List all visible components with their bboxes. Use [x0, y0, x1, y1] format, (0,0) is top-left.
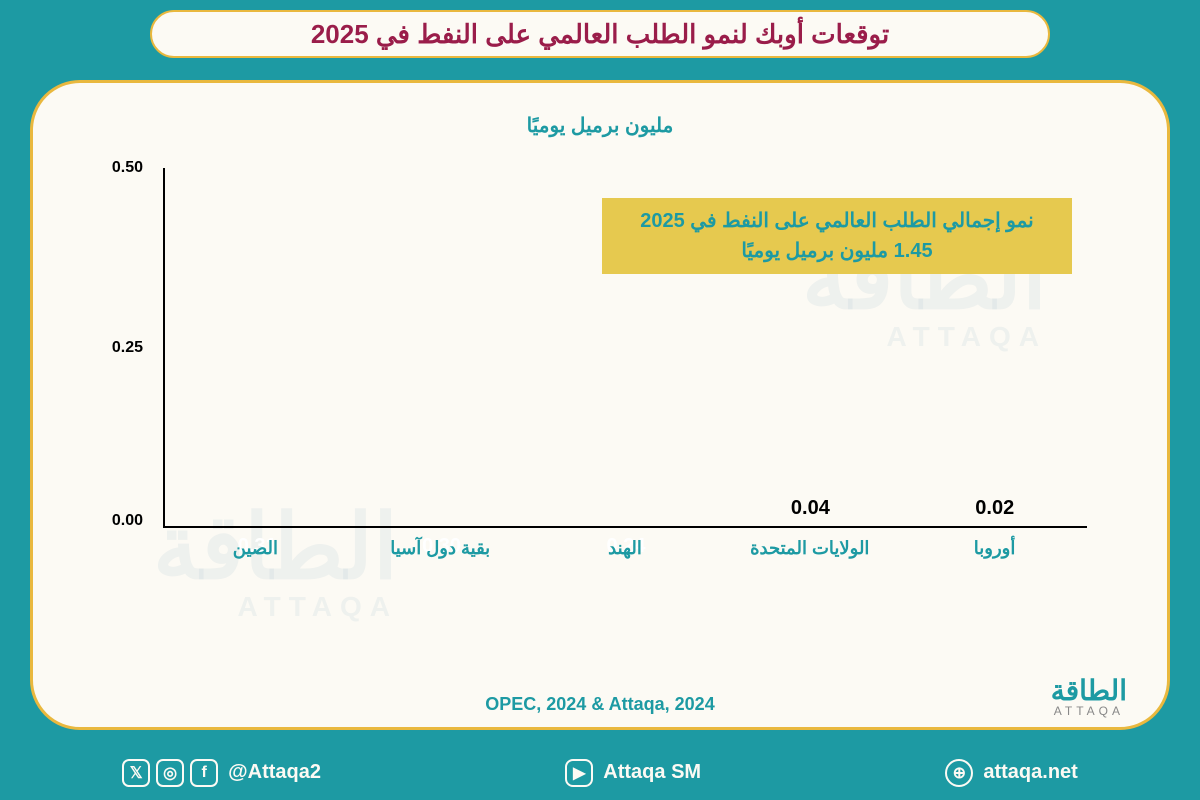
chart-subtitle: مليون برميل يوميًا — [93, 113, 1107, 138]
title-banner: توقعات أوبك لنمو الطلب العالمي على النفط… — [150, 10, 1050, 58]
x-label: الهند — [560, 538, 689, 559]
x-label: الصين — [191, 538, 320, 559]
callout-line1: نمو إجمالي الطلب العالمي على النفط في 20… — [622, 206, 1052, 236]
youtube-label: Attaqa SM — [603, 761, 701, 784]
bar-value-label: 0.04 — [791, 497, 830, 520]
footer-youtube: ▶ Attaqa SM — [565, 759, 701, 787]
x-label: الولايات المتحدة — [745, 538, 874, 559]
chart-card: الطاقة ATTAQA الطاقة ATTAQA مليون برميل … — [30, 80, 1170, 730]
total-callout: نمو إجمالي الطلب العالمي على النفط في 20… — [602, 198, 1072, 274]
facebook-icon: f — [190, 759, 218, 787]
bar-value-label: 0.02 — [975, 497, 1014, 520]
youtube-icon: ▶ — [565, 759, 593, 787]
x-label: بقية دول آسيا — [376, 538, 505, 559]
footer-bar: 𝕏 ◎ f @Attaqa2 ▶ Attaqa SM ⊕ attaqa.net — [0, 745, 1200, 800]
x-label: أوروبا — [930, 538, 1059, 559]
callout-line2: 1.45 مليون برميل يوميًا — [622, 236, 1052, 266]
y-axis: 0.00 0.25 0.50 — [93, 168, 153, 528]
social-handle: @Attaqa2 — [228, 761, 321, 784]
brand-logo: الطاقة ATTAQA — [1051, 677, 1127, 717]
footer-social: 𝕏 ◎ f @Attaqa2 — [122, 759, 321, 787]
y-tick: 0.25 — [112, 339, 143, 357]
x-axis-labels: الصين بقية دول آسيا الهند الولايات المتحدة أ… — [163, 528, 1087, 568]
x-icon: 𝕏 — [122, 759, 150, 787]
globe-icon: ⊕ — [945, 759, 973, 787]
page-title: توقعات أوبك لنمو الطلب العالمي على النفط… — [311, 19, 889, 50]
website-label: attaqa.net — [983, 761, 1077, 784]
footer-website: ⊕ attaqa.net — [945, 759, 1077, 787]
y-tick: 0.50 — [112, 159, 143, 177]
source-attribution: OPEC, 2024 & Attaqa, 2024 — [33, 694, 1167, 715]
y-tick: 0.00 — [112, 512, 143, 530]
instagram-icon: ◎ — [156, 759, 184, 787]
